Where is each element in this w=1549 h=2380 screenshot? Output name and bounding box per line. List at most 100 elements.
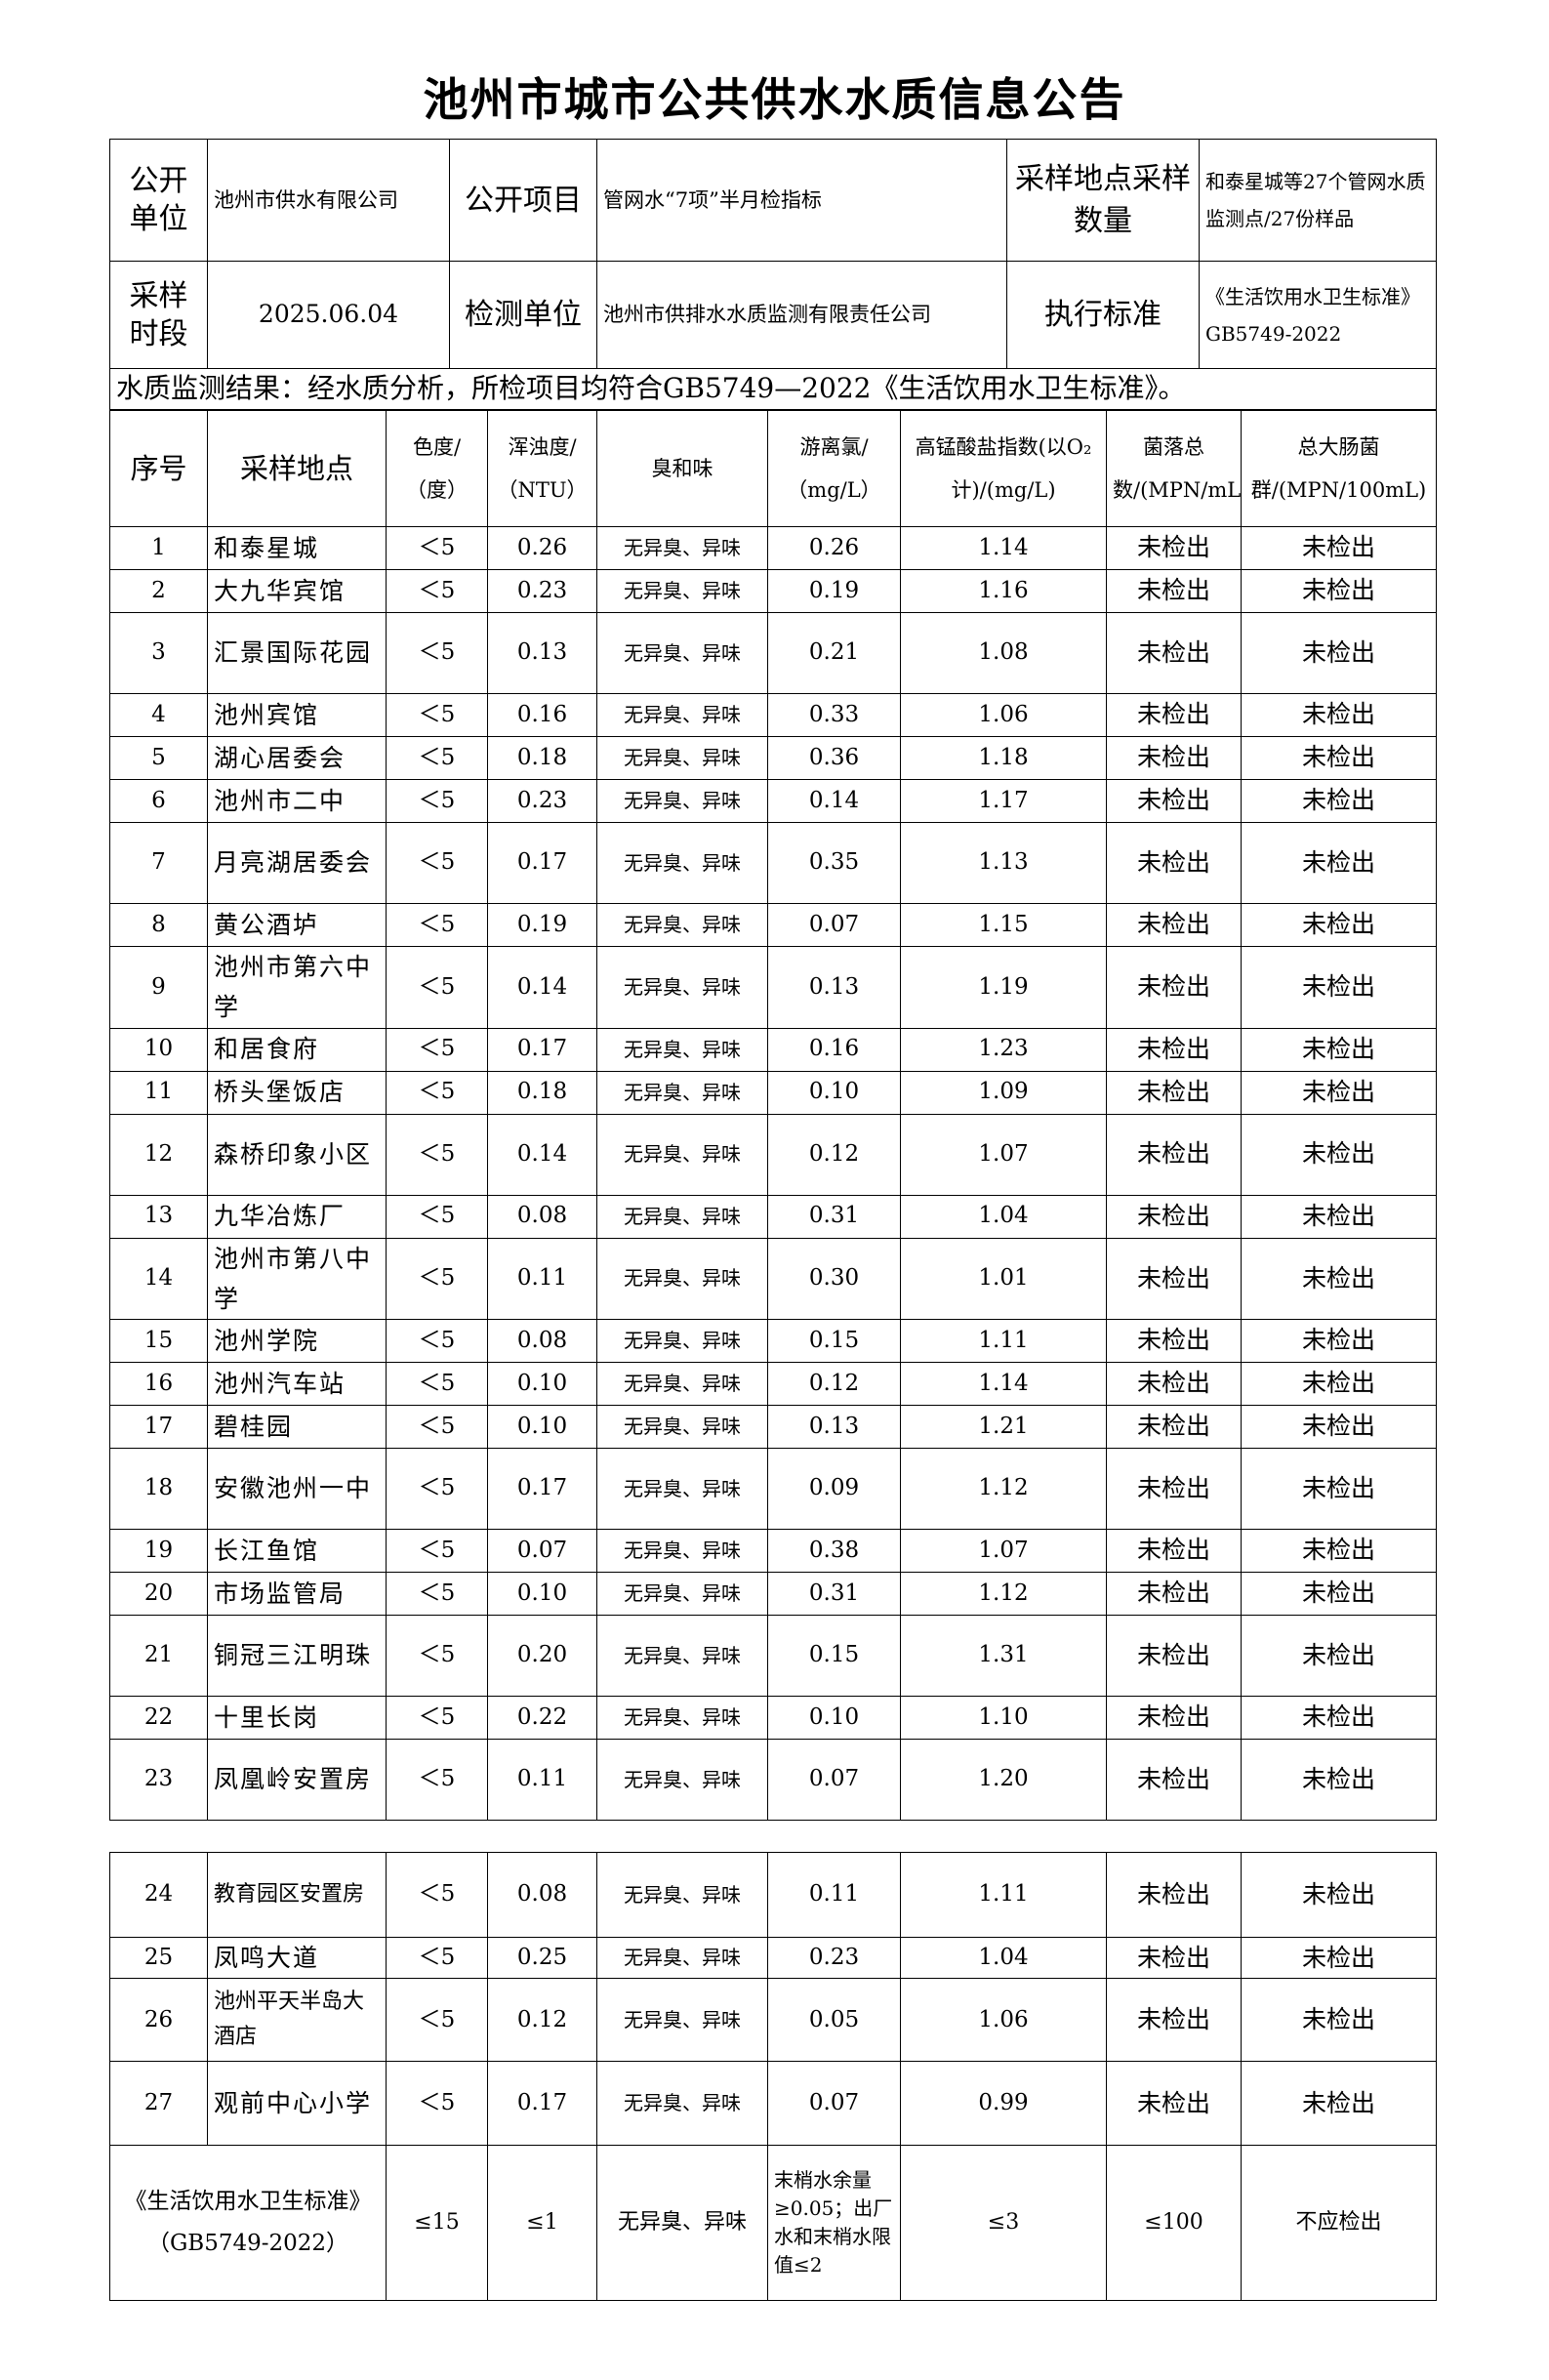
coliform-value: 未检出 (1241, 946, 1437, 1029)
free-chlorine-value: 0.31 (767, 1194, 901, 1239)
period-label: 采样时段 (109, 261, 208, 369)
turbidity-value: 0.08 (487, 1852, 597, 1938)
column-header: 浑浊度/（NTU） (487, 410, 597, 527)
coliform-value: 未检出 (1241, 1405, 1437, 1449)
free-chlorine-value: 0.38 (767, 1529, 901, 1573)
column-header: 游离氯/（mg/L） (767, 410, 901, 527)
row-number: 10 (109, 1027, 208, 1072)
coliform-value: 未检出 (1241, 1852, 1437, 1938)
turbidity-value: 0.20 (487, 1615, 597, 1697)
turbidity-value: 0.14 (487, 1113, 597, 1196)
turbidity-value: 0.13 (487, 612, 597, 694)
row-number: 6 (109, 779, 208, 823)
permanganate-index-value: 1.01 (900, 1237, 1107, 1320)
permanganate-index-value: 1.08 (900, 612, 1107, 694)
column-header: 序号 (109, 410, 208, 527)
table-row: 23 凤凰岭安置房 ＜5 0.11 无异臭、异味 0.07 1.20 未检出 未检出 (109, 1739, 1437, 1821)
free-chlorine-value: 0.35 (767, 822, 901, 904)
odor-value: 无异臭、异味 (596, 1852, 768, 1938)
permanganate-index-value: 1.11 (900, 1852, 1107, 1938)
odor-value: 无异臭、异味 (596, 1319, 768, 1363)
free-chlorine-value: 0.33 (767, 693, 901, 737)
coliform-value: 未检出 (1241, 1237, 1437, 1320)
color-value: ＜5 (386, 612, 488, 694)
table-row: 21 铜冠三江明珠 ＜5 0.20 无异臭、异味 0.15 1.31 未检出 未检出 (109, 1615, 1437, 1697)
table-row: 8 黄公酒垆 ＜5 0.19 无异臭、异味 0.07 1.15 未检出 未检出 (109, 903, 1437, 947)
colony-count-value: 未检出 (1106, 779, 1242, 823)
table-row: 14 池州市第八中学 ＜5 0.11 无异臭、异味 0.30 1.01 未检出 未检出 (109, 1237, 1437, 1320)
row-number: 16 (109, 1362, 208, 1406)
row-number: 19 (109, 1529, 208, 1573)
free-chlorine-value: 0.07 (767, 2061, 901, 2147)
sampling-site: 池州市二中 (207, 779, 387, 823)
turbidity-value: 0.08 (487, 1319, 597, 1363)
permanganate-index-value: 1.04 (900, 1194, 1107, 1239)
turbidity-value: 0.10 (487, 1405, 597, 1449)
odor-value: 无异臭、异味 (596, 1027, 768, 1072)
results-table: 序号 采样地点 色度/（度） 浑浊度/（NTU） 臭和味 游离氯/（mg/L） 高锰酸盐指数… (109, 410, 1437, 1821)
odor-value: 无异臭、异味 (596, 1113, 768, 1196)
coliform-value: 未检出 (1241, 1978, 1437, 2063)
sampling-site: 长江鱼馆 (207, 1529, 387, 1573)
color-value: ＜5 (386, 1852, 488, 1938)
publisher-value: 池州市供水有限公司 (207, 139, 450, 262)
table-row: 25 凤鸣大道 ＜5 0.25 无异臭、异味 0.23 1.04 未检出 未检出 (109, 1936, 1437, 1980)
color-value: ＜5 (386, 903, 488, 947)
colony-count-value: 未检出 (1106, 1615, 1242, 1697)
sites-label: 采样地点采样数量 (1006, 139, 1200, 262)
standard-limit: ≤100 (1106, 2145, 1242, 2302)
color-value: ＜5 (386, 822, 488, 904)
free-chlorine-value: 0.07 (767, 1739, 901, 1821)
permanganate-index-value: 1.12 (900, 1448, 1107, 1530)
free-chlorine-value: 0.15 (767, 1319, 901, 1363)
standard-limit: ≤1 (487, 2145, 597, 2302)
sampling-site: 大九华宾馆 (207, 569, 387, 613)
table-row: 13 九华冶炼厂 ＜5 0.08 无异臭、异味 0.31 1.04 未检出 未检出 (109, 1194, 1437, 1239)
table-row: 27 观前中心小学 ＜5 0.17 无异臭、异味 0.07 0.99 未检出 未检出 (109, 2061, 1437, 2147)
standard-limit: 末梢水余量≥0.05；出厂水和末梢水限值≤2 (767, 2145, 901, 2302)
permanganate-index-value: 1.04 (900, 1936, 1107, 1980)
coliform-value: 未检出 (1241, 2061, 1437, 2147)
coliform-value: 未检出 (1241, 736, 1437, 780)
sampling-site: 九华冶炼厂 (207, 1194, 387, 1239)
publisher-label: 公开单位 (109, 139, 208, 262)
colony-count-value: 未检出 (1106, 1070, 1242, 1115)
odor-value: 无异臭、异味 (596, 1572, 768, 1616)
sampling-site: 池州学院 (207, 1319, 387, 1363)
turbidity-value: 0.08 (487, 1194, 597, 1239)
turbidity-value: 0.17 (487, 822, 597, 904)
monitoring-result: 水质监测结果：经水质分析，所检项目均符合GB5749—2022《生活饮用水卫生标… (109, 368, 1437, 410)
turbidity-value: 0.23 (487, 779, 597, 823)
table-row: 11 桥头堡饭店 ＜5 0.18 无异臭、异味 0.10 1.09 未检出 未检出 (109, 1070, 1437, 1115)
turbidity-value: 0.23 (487, 569, 597, 613)
free-chlorine-value: 0.23 (767, 1936, 901, 1980)
coliform-value: 未检出 (1241, 1936, 1437, 1980)
turbidity-value: 0.26 (487, 526, 597, 570)
odor-value: 无异臭、异味 (596, 1405, 768, 1449)
coliform-value: 未检出 (1241, 779, 1437, 823)
colony-count-value: 未检出 (1106, 1936, 1242, 1980)
colony-count-value: 未检出 (1106, 822, 1242, 904)
odor-value: 无异臭、异味 (596, 612, 768, 694)
sampling-site: 湖心居委会 (207, 736, 387, 780)
column-header: 菌落总数/(MPN/mL) (1106, 410, 1242, 527)
free-chlorine-value: 0.14 (767, 779, 901, 823)
turbidity-value: 0.10 (487, 1362, 597, 1406)
odor-value: 无异臭、异味 (596, 1070, 768, 1115)
coliform-value: 未检出 (1241, 1572, 1437, 1616)
row-number: 20 (109, 1572, 208, 1616)
results-table-continued: 24 教育园区安置房 ＜5 0.08 无异臭、异味 0.11 1.11 未检出 未检出 25 凤鸣大… (109, 1852, 1437, 2302)
permanganate-index-value: 1.07 (900, 1113, 1107, 1196)
sampling-site: 池州宾馆 (207, 693, 387, 737)
table-row: 18 安徽池州一中 ＜5 0.17 无异臭、异味 0.09 1.12 未检出 未检出 (109, 1448, 1437, 1530)
odor-value: 无异臭、异味 (596, 1978, 768, 2063)
table-row: 2 大九华宾馆 ＜5 0.23 无异臭、异味 0.19 1.16 未检出 未检出 (109, 569, 1437, 613)
odor-value: 无异臭、异味 (596, 779, 768, 823)
odor-value: 无异臭、异味 (596, 1739, 768, 1821)
sampling-site: 池州市第六中学 (207, 946, 387, 1029)
turbidity-value: 0.25 (487, 1936, 597, 1980)
odor-value: 无异臭、异味 (596, 569, 768, 613)
coliform-value: 未检出 (1241, 1448, 1437, 1530)
row-number: 5 (109, 736, 208, 780)
coliform-value: 未检出 (1241, 1027, 1437, 1072)
